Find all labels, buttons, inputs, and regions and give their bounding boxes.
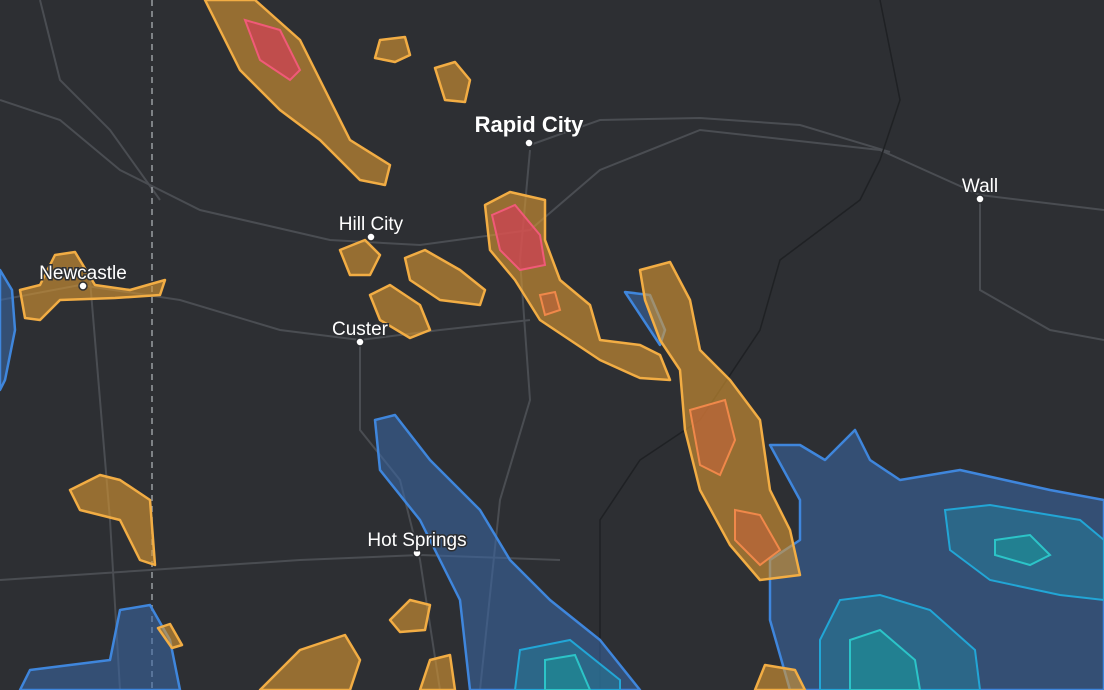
storm-core (243, 18, 302, 82)
rain-area-heavy (544, 653, 592, 690)
city-label: Wall (962, 176, 998, 197)
road (0, 99, 1104, 247)
storm-cell (203, 0, 392, 187)
road (529, 116, 891, 153)
storm-cell (68, 473, 157, 567)
rain-area-heavy (994, 533, 1052, 567)
storm-core (688, 398, 737, 477)
city-dot (412, 548, 422, 558)
road (89, 279, 121, 690)
city-label: Hill City (339, 214, 404, 235)
storm-cell (373, 35, 412, 64)
road (979, 200, 1104, 341)
storm-cell (338, 238, 382, 277)
storm-cell (258, 633, 362, 690)
city-dot (78, 281, 88, 291)
storm-core (490, 203, 547, 272)
city-label: Newcastle (39, 263, 127, 284)
rain-area (373, 413, 642, 690)
city-dot (524, 138, 534, 148)
road (39, 0, 161, 201)
storm-core (734, 508, 782, 567)
storm-cell (18, 250, 167, 322)
city-label: Custer (332, 319, 389, 340)
rain-area (0, 268, 17, 392)
storm-cell (368, 283, 432, 340)
storm-cell (753, 663, 807, 690)
rain-area-heavy (849, 628, 922, 690)
storm-cell (156, 622, 184, 650)
storm-cells (18, 0, 807, 690)
storm-cell (388, 598, 432, 634)
city-markers (78, 138, 985, 558)
rain-area (18, 603, 182, 690)
storm-core (538, 290, 562, 317)
terrain-edge (599, 0, 901, 690)
city-label: Hot Springs (367, 530, 466, 551)
city-dot (355, 337, 365, 347)
storm-cell (433, 60, 472, 104)
city-dot (366, 232, 376, 242)
city-dot (975, 194, 985, 204)
storm-cell (418, 653, 457, 690)
storm-cell (403, 248, 487, 307)
city-label: Rapid City (475, 112, 585, 137)
